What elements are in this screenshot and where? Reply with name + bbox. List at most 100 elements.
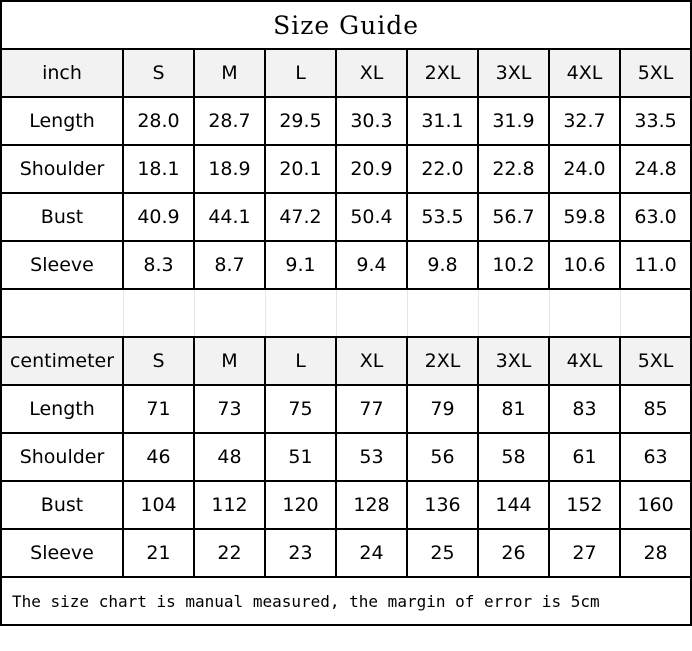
size-header: M: [193, 336, 266, 386]
empty-cell: [548, 288, 621, 338]
measurement-value: 29.5: [264, 96, 337, 146]
size-header: S: [122, 336, 195, 386]
measurement-value: 71: [122, 384, 195, 434]
table-row: Sleeve 21 22 23 24 25 26 27 28: [0, 528, 692, 578]
measurement-label: Sleeve: [0, 240, 124, 290]
size-header: L: [264, 336, 337, 386]
measurement-value: 28.0: [122, 96, 195, 146]
measurement-value: 112: [193, 480, 266, 530]
size-header: XL: [335, 336, 408, 386]
measurement-value: 40.9: [122, 192, 195, 242]
table-row: Length 28.0 28.7 29.5 30.3 31.1 31.9 32.7 33.5: [0, 96, 692, 146]
table-row: Sleeve 8.3 8.7 9.1 9.4 9.8 10.2 10.6 11.0: [0, 240, 692, 290]
inch-header-row: inch S M L XL 2XL 3XL 4XL 5XL: [0, 48, 692, 98]
measurement-value: 21: [122, 528, 195, 578]
measurement-value: 85: [618, 384, 692, 434]
measurement-value: 50.4: [335, 192, 408, 242]
measurement-value: 18.1: [122, 144, 195, 194]
measurement-value: 32.7: [548, 96, 621, 146]
measurement-value: 24.0: [548, 144, 621, 194]
table-row: Shoulder 18.1 18.9 20.1 20.9 22.0 22.8 24.0 24.8: [0, 144, 692, 194]
measurement-value: 73: [193, 384, 266, 434]
empty-cell: [477, 288, 550, 338]
empty-cell: [264, 288, 337, 338]
measurement-value: 77: [335, 384, 408, 434]
empty-cell: [122, 288, 195, 338]
table-row: Bust 104 112 120 128 136 144 152 160: [0, 480, 692, 530]
measurement-value: 9.1: [264, 240, 337, 290]
empty-cell: [335, 288, 408, 338]
measurement-value: 44.1: [193, 192, 266, 242]
measurement-value: 26: [477, 528, 550, 578]
measurement-value: 75: [264, 384, 337, 434]
empty-cell: [619, 288, 692, 338]
measurement-value: 31.9: [477, 96, 550, 146]
measurement-value: 128: [335, 480, 408, 530]
size-header: 2XL: [406, 336, 479, 386]
measurement-value: 48: [193, 432, 266, 482]
measurement-value: 56.7: [477, 192, 550, 242]
measurement-value: 33.5: [618, 96, 692, 146]
measurement-value: 9.8: [406, 240, 479, 290]
measurement-value: 81: [477, 384, 550, 434]
measurement-label: Shoulder: [0, 144, 124, 194]
unit-label: inch: [0, 48, 124, 98]
measurement-value: 63.0: [618, 192, 692, 242]
measurement-value: 20.9: [335, 144, 408, 194]
table-row: Length 71 73 75 77 79 81 83 85: [0, 384, 692, 434]
measurement-value: 9.4: [335, 240, 408, 290]
measurement-value: 59.8: [548, 192, 621, 242]
measurement-value: 47.2: [264, 192, 337, 242]
measurement-label: Shoulder: [0, 432, 124, 482]
unit-label: centimeter: [0, 336, 124, 386]
empty-cell: [193, 288, 266, 338]
measurement-value: 28.7: [193, 96, 266, 146]
measurement-value: 8.3: [122, 240, 195, 290]
measurement-value: 63: [618, 432, 692, 482]
measurement-value: 56: [406, 432, 479, 482]
measurement-value: 61: [548, 432, 621, 482]
measurement-value: 23: [264, 528, 337, 578]
measurement-value: 22.8: [477, 144, 550, 194]
measurement-value: 10.6: [548, 240, 621, 290]
measurement-value: 31.1: [406, 96, 479, 146]
measurement-label: Bust: [0, 480, 124, 530]
size-header: 5XL: [618, 48, 692, 98]
table-row: Bust 40.9 44.1 47.2 50.4 53.5 56.7 59.8 63.0: [0, 192, 692, 242]
size-header: 3XL: [477, 48, 550, 98]
size-header: 5XL: [618, 336, 692, 386]
measurement-value: 152: [548, 480, 621, 530]
measurement-label: Length: [0, 96, 124, 146]
measurement-value: 79: [406, 384, 479, 434]
measurement-value: 51: [264, 432, 337, 482]
measurement-value: 22.0: [406, 144, 479, 194]
measurement-label: Sleeve: [0, 528, 124, 578]
size-header: 2XL: [406, 48, 479, 98]
size-header: S: [122, 48, 195, 98]
size-header: 4XL: [548, 48, 621, 98]
measurement-value: 20.1: [264, 144, 337, 194]
measurement-value: 53.5: [406, 192, 479, 242]
measurement-value: 160: [618, 480, 692, 530]
size-header: L: [264, 48, 337, 98]
measurement-value: 24: [335, 528, 408, 578]
measurement-value: 10.2: [477, 240, 550, 290]
footer-note: The size chart is manual measured, the m…: [0, 576, 692, 626]
table-row: Shoulder 46 48 51 53 56 58 61 63: [0, 432, 692, 482]
measurement-value: 18.9: [193, 144, 266, 194]
centimeter-header-row: centimeter S M L XL 2XL 3XL 4XL 5XL: [0, 336, 692, 386]
empty-cell: [0, 288, 124, 338]
size-header: 3XL: [477, 336, 550, 386]
size-header: 4XL: [548, 336, 621, 386]
measurement-value: 8.7: [193, 240, 266, 290]
measurement-value: 30.3: [335, 96, 408, 146]
measurement-value: 27: [548, 528, 621, 578]
measurement-value: 58: [477, 432, 550, 482]
measurement-label: Length: [0, 384, 124, 434]
spacer-row: [0, 288, 692, 338]
size-header: M: [193, 48, 266, 98]
measurement-value: 28: [618, 528, 692, 578]
measurement-label: Bust: [0, 192, 124, 242]
size-guide-table: Size Guide inch S M L XL 2XL 3XL 4XL 5XL Length 28…: [0, 0, 692, 626]
measurement-value: 25: [406, 528, 479, 578]
